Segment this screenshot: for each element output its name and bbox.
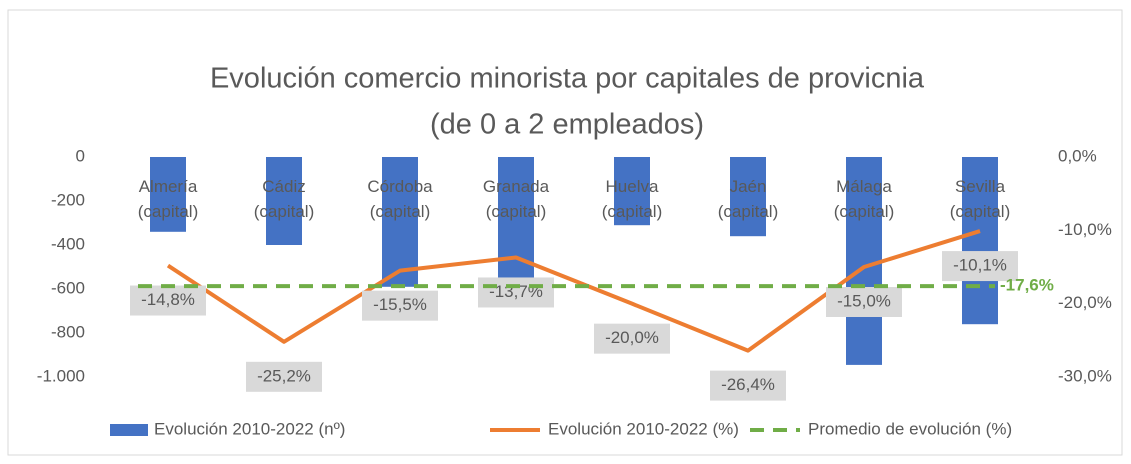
x-tick-label: Granada (capital) xyxy=(483,177,550,221)
bar xyxy=(730,157,766,237)
data-label: -20,0% xyxy=(605,328,659,347)
y-tick-label: -400 xyxy=(51,234,85,253)
bar xyxy=(382,157,418,287)
line xyxy=(166,229,981,353)
x-tick-label-line: (capital) xyxy=(950,202,1010,221)
data-label-box xyxy=(130,285,206,316)
x-tick-label-line: Jaén xyxy=(730,177,767,196)
data-label-box xyxy=(826,287,902,317)
data-label-box xyxy=(246,361,322,392)
x-tick-label-line: (capital) xyxy=(138,202,198,221)
x-tick-label: Málaga (capital) xyxy=(834,177,894,221)
chart-frame xyxy=(7,9,1123,456)
data-label-box xyxy=(362,290,438,321)
data-label-box xyxy=(478,277,554,308)
legend-label: Evolución 2010-2022 (%) xyxy=(548,419,739,438)
x-tick-label-line: Granada xyxy=(483,177,550,196)
x-tick-label: Almería (capital) xyxy=(138,177,198,221)
data-label: -26,4% xyxy=(721,375,775,394)
x-tick-label-line: (capital) xyxy=(602,202,662,221)
y-tick-label: -200 xyxy=(51,190,85,209)
data-label: -15,5% xyxy=(373,295,427,314)
chart-title: (de 0 a 2 empleados) xyxy=(430,109,704,141)
chart-title: Evolución comercio minorista por capital… xyxy=(210,63,925,95)
x-tick-label: Sevilla (capital) xyxy=(950,177,1010,221)
y2-tick-label: -20,0% xyxy=(1058,293,1112,312)
x-tick-label-line: (capital) xyxy=(718,202,778,221)
bar xyxy=(266,157,302,245)
data-label: -15,0% xyxy=(837,291,891,310)
bar xyxy=(962,157,998,325)
bar xyxy=(150,157,186,232)
x-tick-label-line: Huelva xyxy=(606,177,659,196)
x-tick-label-line: (capital) xyxy=(370,202,430,221)
data-label-box xyxy=(710,370,786,401)
data-label: -10,1% xyxy=(953,256,1007,275)
x-tick-label-line: Córdoba xyxy=(367,177,433,196)
y-tick-label: -600 xyxy=(51,278,85,297)
y2-tick-label: -10,0% xyxy=(1058,220,1112,239)
x-tick-label-line: Sevilla xyxy=(955,177,1006,196)
legend-swatch xyxy=(110,424,148,436)
x-tick-label-line: Cádiz xyxy=(262,177,305,196)
data-label-box xyxy=(594,323,670,354)
bar xyxy=(846,157,882,365)
legend-label: Evolución 2010-2022 (nº) xyxy=(154,419,345,438)
data-label-box xyxy=(942,251,1018,282)
x-tick-label-line: Málaga xyxy=(836,177,892,196)
x-tick-label: Huelva (capital) xyxy=(602,177,662,221)
x-tick-label-line: Almería xyxy=(139,177,198,196)
y2-tick-label: 0,0% xyxy=(1058,146,1097,165)
x-tick-label-line: (capital) xyxy=(834,202,894,221)
x-tick-label: Cádiz (capital) xyxy=(254,177,314,221)
y2-tick-label: -30,0% xyxy=(1058,366,1112,385)
average-label: -17,6% xyxy=(1000,276,1054,295)
y-tick-label: -800 xyxy=(51,322,85,341)
x-tick-label-line: (capital) xyxy=(254,202,314,221)
y-tick-label: -1.000 xyxy=(37,366,85,385)
x-tick-label: Córdoba (capital) xyxy=(367,177,433,221)
x-tick-label: Jaén (capital) xyxy=(718,177,778,221)
bar xyxy=(614,157,650,226)
data-label: -14,8% xyxy=(141,290,195,309)
y-tick-label: 0 xyxy=(76,146,85,165)
legend-label: Promedio de evolución (%) xyxy=(808,419,1012,438)
data-label: -25,2% xyxy=(257,366,311,385)
x-tick-label-line: (capital) xyxy=(486,202,546,221)
